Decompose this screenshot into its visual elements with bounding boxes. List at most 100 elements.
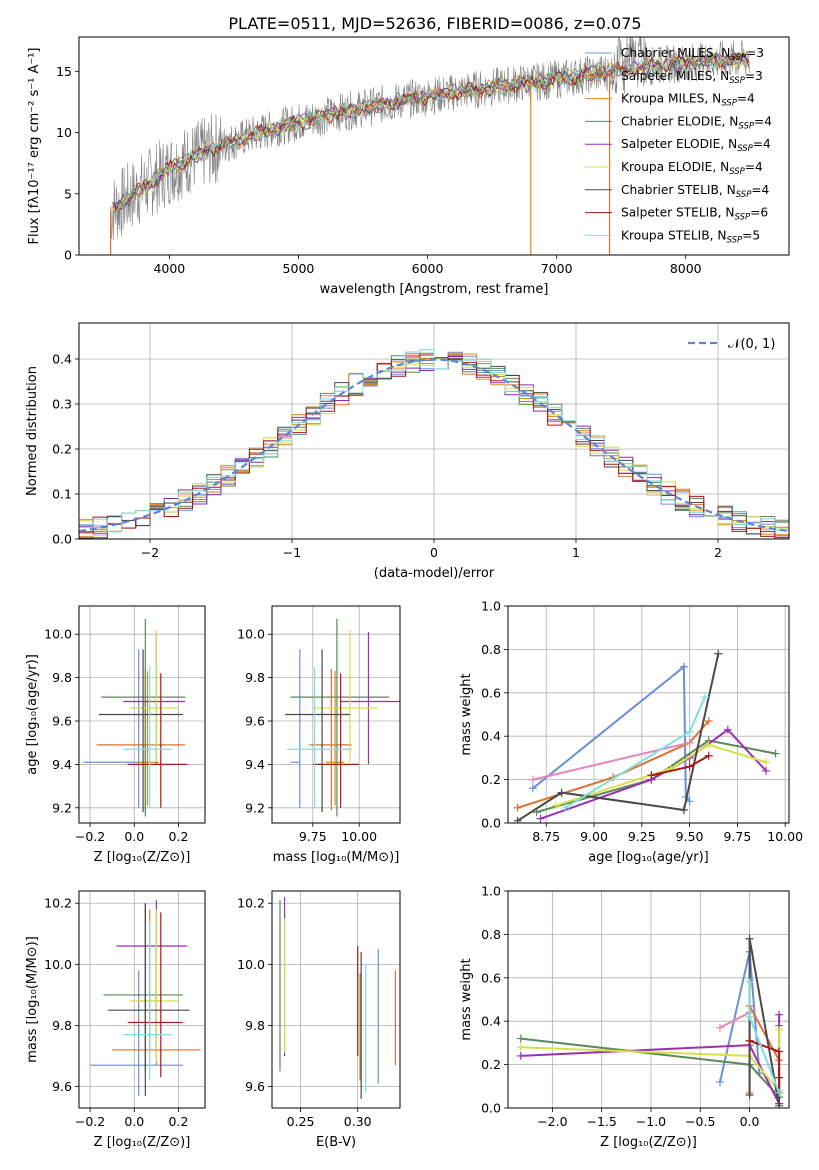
x-axis-label: Z [log₁₀(Z/Z⊙)] <box>600 1135 697 1150</box>
y-tick-label: 1.0 <box>481 884 501 899</box>
x-axis-label: wavelength [Angstrom, rest frame] <box>320 282 549 297</box>
panel-age-vs-mass: 9.75 10.00 9.2 9.4 9.6 9.8 10.0 mass [log₁₀(M/M… <box>237 605 401 865</box>
plus-marker <box>528 784 537 793</box>
x-tick-label: 0.25 <box>287 1114 315 1129</box>
x-tick-label: 0.2 <box>169 829 189 844</box>
plot-area <box>110 37 751 255</box>
x-axis-label: E(B-V) <box>316 1135 356 1150</box>
y-tick-label: 10.2 <box>44 896 72 911</box>
y-tick-label: 0.4 <box>52 352 72 367</box>
plot-area <box>284 619 400 817</box>
y-tick-label: 9.8 <box>52 670 72 685</box>
legend-label-suffix: =4 <box>751 183 769 197</box>
y-tick-label: 0.8 <box>481 927 501 942</box>
y-tick-label: 10 <box>56 125 72 140</box>
legend-label-main: Kroupa STELIB, N <box>621 228 727 242</box>
x-tick-label: 8.75 <box>532 829 560 844</box>
mass-weight-series-line <box>532 664 691 802</box>
plus-marker <box>745 978 754 987</box>
x-tick-label: 7000 <box>541 261 573 276</box>
x-tick-label: 0 <box>430 545 438 560</box>
legend-label-sub: SSP <box>734 213 750 223</box>
legend-label-sub: SSP <box>736 190 752 200</box>
plus-marker <box>775 1047 784 1056</box>
x-tick-label: 9.25 <box>628 829 656 844</box>
model-fit-line <box>112 51 750 216</box>
axes-frame <box>78 890 206 1109</box>
y-tick-label: 0.3 <box>52 397 72 412</box>
mass-weight-series-line <box>555 743 767 807</box>
mass-weight-series-line <box>520 1025 781 1100</box>
panel-mass-vs-EBV: 0.25 0.30 9.6 9.8 10.0 10.2 E(B-V) <box>237 890 401 1150</box>
y-axis-label: mass [log₁₀(M/M⊙)] <box>25 936 40 1063</box>
y-tick-label: 10.2 <box>237 896 265 911</box>
mass-weight-series-line <box>536 739 776 814</box>
y-tick-label: 9.8 <box>245 670 265 685</box>
legend-label-suffix: =6 <box>750 206 768 220</box>
legend-label: Salpeter ELODIE, NSSP=4 <box>621 137 771 154</box>
plus-marker <box>561 803 570 812</box>
y-tick-label: 0.2 <box>481 1057 501 1072</box>
y-axis-label: Flux [fλ10⁻¹⁷ erg cm⁻² s⁻¹ A⁻¹] <box>27 48 42 245</box>
y-axis-label: age [log₁₀(age/yr)] <box>25 654 40 775</box>
x-tick-label: 0.2 <box>169 1114 189 1129</box>
legend-label: Salpeter MILES, NSSP=3 <box>621 69 763 86</box>
plus-marker <box>775 1025 784 1034</box>
y-tick-label: 5 <box>64 186 72 201</box>
plus-marker <box>551 801 560 810</box>
x-tick-label: −2 <box>141 545 159 560</box>
model-fit-line <box>112 51 750 213</box>
legend-label-main: Salpeter MILES, N <box>621 69 729 83</box>
plot-area <box>83 619 188 817</box>
y-tick-label: 9.2 <box>52 800 72 815</box>
x-axis-label: age [log₁₀(age/yr)] <box>588 850 709 865</box>
plus-marker <box>685 797 694 806</box>
plus-marker <box>762 766 771 775</box>
plus-marker <box>516 1034 525 1043</box>
x-tick-label: 0.30 <box>344 1114 372 1129</box>
plot-area <box>90 900 201 1096</box>
y-tick-label: 9.4 <box>52 757 72 772</box>
x-tick-label: 5000 <box>283 261 315 276</box>
x-axis-label: Z [log₁₀(Z/Z⊙)] <box>94 1135 191 1150</box>
plus-marker <box>679 662 688 671</box>
x-tick-label: 9.75 <box>723 829 751 844</box>
legend-label: Chabrier MILES, NSSP=3 <box>621 46 764 63</box>
plus-marker <box>513 816 522 823</box>
y-tick-label: 0 <box>64 248 72 263</box>
plus-marker <box>745 934 754 943</box>
plot-area <box>79 349 789 539</box>
y-tick-label: 0.0 <box>481 816 501 831</box>
y-tick-label: 9.6 <box>245 714 265 729</box>
y-tick-label: 1.0 <box>481 599 501 614</box>
legend-label-main: Salpeter ELODIE, N <box>621 137 737 151</box>
plus-marker <box>775 1010 784 1019</box>
axes-frame <box>271 890 401 1109</box>
legend-label-suffix: =4 <box>745 160 763 174</box>
legend-label-sub: SSP <box>729 76 745 86</box>
plus-marker <box>704 717 713 726</box>
legend-label: 𝒩(0, 1) <box>728 337 775 352</box>
y-tick-label: 15 <box>56 64 72 79</box>
x-tick-label: 0.0 <box>124 1114 144 1129</box>
y-axis-label: mass weight <box>459 958 474 1040</box>
model-fit-line <box>112 51 749 211</box>
legend: 𝒩(0, 1) <box>688 337 775 352</box>
axes-frame <box>78 36 790 256</box>
legend-label-sub: SSP <box>738 121 754 131</box>
legend-label-sub: SSP <box>737 144 753 154</box>
panel-mass-weight-vs-age: 8.75 9.00 9.25 9.50 9.75 10.00 0.0 0.2 0.4 0.6 0.8… <box>459 599 803 866</box>
x-tick-label: −1.0 <box>636 1114 666 1129</box>
x-tick-label: −1 <box>283 545 301 560</box>
mass-weight-series-line <box>719 1011 751 1029</box>
x-tick-label: 9.00 <box>580 829 608 844</box>
mass-weight-series-line <box>517 653 720 822</box>
x-tick-label: −0.2 <box>75 829 105 844</box>
plus-marker <box>771 749 780 758</box>
plus-marker <box>513 803 522 812</box>
panel-residuals: −2 −1 0 1 2 0.0 0.1 0.2 0.3 0.4 (data-model)/error… <box>25 322 790 581</box>
legend-label-main: Kroupa MILES, N <box>621 92 721 106</box>
y-axis-label: mass weight <box>459 673 474 755</box>
plot-area <box>513 649 780 823</box>
x-tick-label: 0.0 <box>740 1114 760 1129</box>
